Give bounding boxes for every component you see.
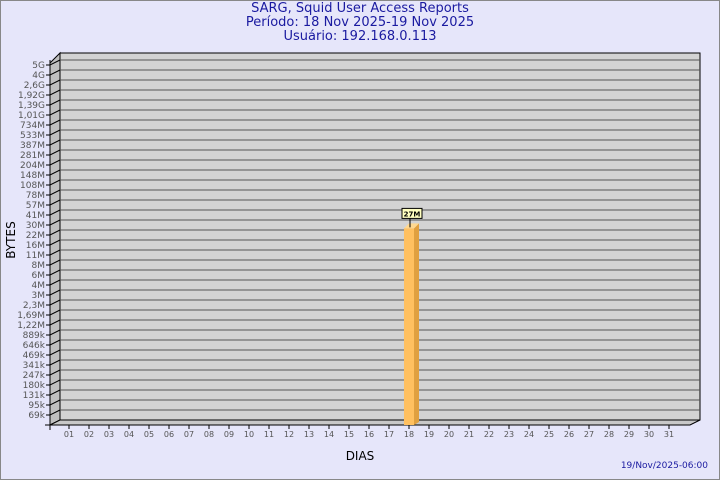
x-tick-label: 14 xyxy=(324,430,334,439)
x-tick-label: 19 xyxy=(424,430,434,439)
x-tick-label: 06 xyxy=(164,430,174,439)
y-tick-label: 533M xyxy=(20,131,45,141)
y-tick-label: 341k xyxy=(23,361,46,371)
x-tick-label: 30 xyxy=(644,430,654,439)
x-tick-label: 20 xyxy=(444,430,454,439)
x-tick-label: 23 xyxy=(504,430,514,439)
x-axis-label: DIAS xyxy=(346,449,375,463)
y-tick-label: 131k xyxy=(23,391,46,401)
x-tick-label: 09 xyxy=(224,430,234,439)
bar-top xyxy=(404,223,419,229)
x-tick-label: 24 xyxy=(524,430,534,439)
x-tick-label: 13 xyxy=(304,430,314,439)
x-tick-label: 12 xyxy=(284,430,294,439)
period-line: Período: 18 Nov 2025-19 Nov 2025 xyxy=(245,15,475,30)
y-tick-label: 1,22M xyxy=(17,321,45,331)
x-tick-label: 03 xyxy=(104,430,114,439)
y-tick-label: 2,3M xyxy=(23,301,45,311)
y-tick-label: 6M xyxy=(32,271,46,281)
bar-label: 27M xyxy=(404,210,421,218)
y-tick-label: 30M xyxy=(26,221,45,231)
x-tick-label: 11 xyxy=(264,430,274,439)
y-tick-label: 889k xyxy=(23,331,46,341)
user-line: Usuário: 192.168.0.113 xyxy=(283,29,437,44)
x-tick-label: 08 xyxy=(204,430,214,439)
x-tick-label: 10 xyxy=(244,430,254,439)
y-tick-label: 3M xyxy=(32,291,46,301)
y-tick-label: 1,01G xyxy=(18,111,45,121)
x-tick-label: 27 xyxy=(584,430,594,439)
y-tick-label: 5G xyxy=(32,61,45,71)
x-tick-label: 21 xyxy=(464,430,474,439)
x-tick-label: 02 xyxy=(84,430,94,439)
y-tick-label: 4M xyxy=(32,281,46,291)
y-tick-label: 16M xyxy=(26,241,45,251)
y-tick-label: 57M xyxy=(26,201,45,211)
bar-side xyxy=(414,223,419,425)
x-tick-label: 05 xyxy=(144,430,154,439)
y-tick-label: 8M xyxy=(32,261,46,271)
x-tick-label: 28 xyxy=(604,430,614,439)
y-tick-label: 95k xyxy=(28,401,45,411)
y-tick-label: 204M xyxy=(20,161,45,171)
y-tick-label: 78M xyxy=(26,191,45,201)
footer-date: 19/Nov/2025-06:00 xyxy=(620,461,708,471)
y-tick-label: 148M xyxy=(20,171,45,181)
x-tick-label: 26 xyxy=(564,430,574,439)
y-tick-label: 22M xyxy=(26,231,45,241)
y-tick-label: 2,6G xyxy=(24,81,45,91)
y-tick-label: 1,92G xyxy=(18,91,45,101)
x-tick-label: 15 xyxy=(344,430,354,439)
bar-label-box xyxy=(401,207,423,219)
x-tick-label: 04 xyxy=(124,430,134,439)
title-line: SARG, Squid User Access Reports xyxy=(251,1,469,16)
y-tick-label: 469k xyxy=(23,351,46,361)
y-tick-label: 281M xyxy=(20,151,45,161)
y-tick-label: 387M xyxy=(20,141,45,151)
y-tick-label: 69k xyxy=(28,411,45,421)
x-tick-label: 01 xyxy=(64,430,74,439)
y-tick-label: 247k xyxy=(23,371,46,381)
y-axis-label: BYTES xyxy=(4,221,18,258)
y-tick-label: 1,39G xyxy=(18,101,45,111)
plot-back-wall xyxy=(59,52,701,421)
y-tick-label: 734M xyxy=(20,121,45,131)
x-tick-label: 16 xyxy=(364,430,374,439)
x-tick-label: 17 xyxy=(384,430,394,439)
y-tick-label: 11M xyxy=(26,251,45,261)
x-tick-label: 07 xyxy=(184,430,194,439)
bar xyxy=(404,228,414,425)
x-tick-label: 29 xyxy=(624,430,634,439)
x-tick-label: 31 xyxy=(664,430,674,439)
plot-left-wall xyxy=(49,51,61,426)
x-tick-label: 18 xyxy=(404,430,414,439)
x-tick-label: 25 xyxy=(544,430,554,439)
x-tick-label: 22 xyxy=(484,430,494,439)
y-tick-label: 180k xyxy=(23,381,46,391)
chart-title: SARG, Squid User Access Reports Período:… xyxy=(0,2,720,44)
plot-floor xyxy=(49,419,701,426)
y-tick-label: 1,69M xyxy=(17,311,45,321)
y-tick-label: 108M xyxy=(20,181,45,191)
y-tick-label: 4G xyxy=(32,71,45,81)
y-tick-label: 41M xyxy=(26,211,45,221)
y-tick-label: 646k xyxy=(23,341,46,351)
